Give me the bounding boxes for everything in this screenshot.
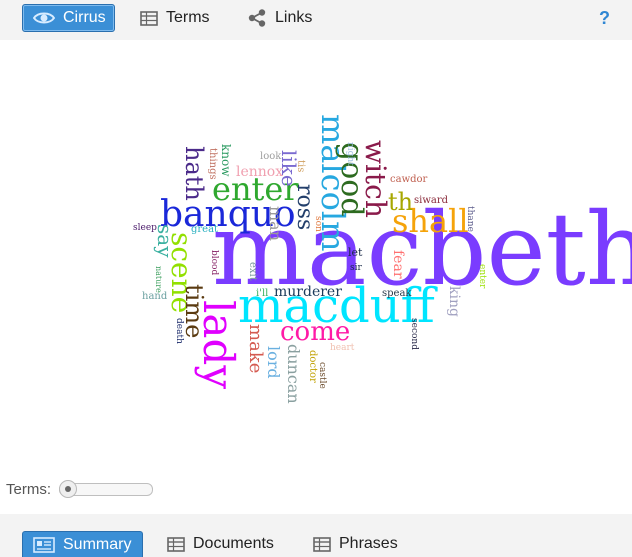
cloud-word[interactable]: second: [409, 318, 419, 350]
cloud-word[interactable]: lady: [194, 300, 243, 389]
cloud-word[interactable]: look: [260, 151, 282, 162]
tab-label: Terms: [166, 9, 210, 26]
terms-label: Terms:: [6, 481, 51, 498]
cloud-word[interactable]: fear: [390, 250, 406, 279]
cloud-word[interactable]: death: [174, 318, 184, 344]
cloud-word[interactable]: castle: [317, 362, 327, 389]
cloud-word[interactable]: thane: [465, 206, 475, 232]
cloud-word[interactable]: make: [245, 324, 266, 373]
cloud-word[interactable]: witch: [359, 140, 392, 218]
cloud-word[interactable]: siward: [414, 195, 449, 206]
top-toolbar: Cirrus Terms Links ?: [0, 0, 632, 40]
cloud-word[interactable]: say: [153, 224, 177, 258]
terms-slider-thumb[interactable]: [59, 480, 77, 498]
cloud-word[interactable]: sleep: [133, 223, 157, 233]
cloud-word[interactable]: ross: [292, 184, 317, 230]
cloud-word[interactable]: man: [266, 206, 285, 241]
cloud-word[interactable]: sir: [350, 263, 362, 273]
tab-summary[interactable]: Summary: [22, 531, 143, 557]
cloud-word[interactable]: lord: [264, 346, 283, 379]
cloud-word[interactable]: doctor: [307, 350, 318, 383]
cloud-word[interactable]: nature: [154, 266, 163, 293]
cloud-word[interactable]: son: [313, 216, 323, 232]
cloud-word[interactable]: macbeth: [212, 191, 632, 308]
tab-phrases[interactable]: Phrases: [313, 531, 398, 557]
cloud-word[interactable]: shall: [392, 202, 469, 240]
tab-label: Summary: [63, 535, 132, 553]
cloud-word[interactable]: cawdor: [390, 174, 428, 185]
tab-label: Cirrus: [63, 9, 106, 26]
cloud-word[interactable]: come: [280, 317, 350, 347]
cloud-word[interactable]: king: [446, 286, 462, 317]
table-icon: [140, 10, 158, 26]
tab-documents[interactable]: Documents: [167, 531, 274, 557]
summary-icon: [33, 536, 55, 553]
cloud-word[interactable]: let: [348, 246, 363, 259]
cloud-word[interactable]: know: [219, 144, 233, 177]
terms-slider[interactable]: [59, 480, 153, 498]
tab-terms[interactable]: Terms: [140, 4, 210, 32]
cloud-word[interactable]: duncan: [284, 344, 303, 404]
cloud-word[interactable]: heart: [330, 343, 355, 353]
cloud-word[interactable]: macduff: [238, 278, 438, 334]
cloud-word[interactable]: speak: [382, 288, 412, 299]
cloud-word[interactable]: murderer: [274, 284, 342, 300]
tab-cirrus[interactable]: Cirrus: [22, 4, 115, 32]
share-icon: [247, 9, 267, 27]
eye-icon: [33, 11, 55, 25]
cloud-word[interactable]: hand: [142, 291, 168, 302]
table-icon: [167, 536, 185, 552]
tab-label: Links: [275, 9, 313, 26]
cloud-word[interactable]: enter: [212, 170, 299, 208]
tab-label: Phrases: [339, 535, 398, 552]
cloud-word[interactable]: blood: [209, 250, 219, 275]
cloud-word[interactable]: hath: [180, 146, 208, 201]
cloud-word[interactable]: things: [207, 148, 218, 180]
terms-control: Terms:: [6, 480, 153, 498]
cloud-word[interactable]: good: [334, 142, 369, 217]
cloud-word[interactable]: lennox: [236, 164, 283, 180]
cloud-word[interactable]: scene: [165, 232, 198, 313]
cloud-word[interactable]: malcolm: [314, 114, 352, 251]
cloud-word[interactable]: th: [388, 188, 413, 216]
cloud-word[interactable]: great: [191, 224, 218, 235]
word-cloud-panel: macbeth macduff lady banquo enter malcolm good…: [0, 40, 632, 472]
cloud-word[interactable]: i'll: [256, 288, 268, 299]
bottom-toolbar: Summary Documents Phrases: [0, 514, 632, 557]
tab-links[interactable]: Links: [247, 4, 312, 32]
cloud-word[interactable]: tis: [295, 160, 306, 172]
cloud-word[interactable]: exit: [247, 262, 258, 281]
table-icon: [313, 536, 331, 552]
help-icon[interactable]: ?: [599, 8, 610, 28]
cloud-word[interactable]: night: [345, 142, 355, 166]
cloud-word[interactable]: enter: [477, 264, 487, 289]
cloud-word[interactable]: like: [277, 150, 301, 187]
cloud-word[interactable]: time: [180, 284, 208, 338]
tab-label: Documents: [193, 535, 274, 552]
cloud-word[interactable]: banquo: [160, 194, 296, 235]
